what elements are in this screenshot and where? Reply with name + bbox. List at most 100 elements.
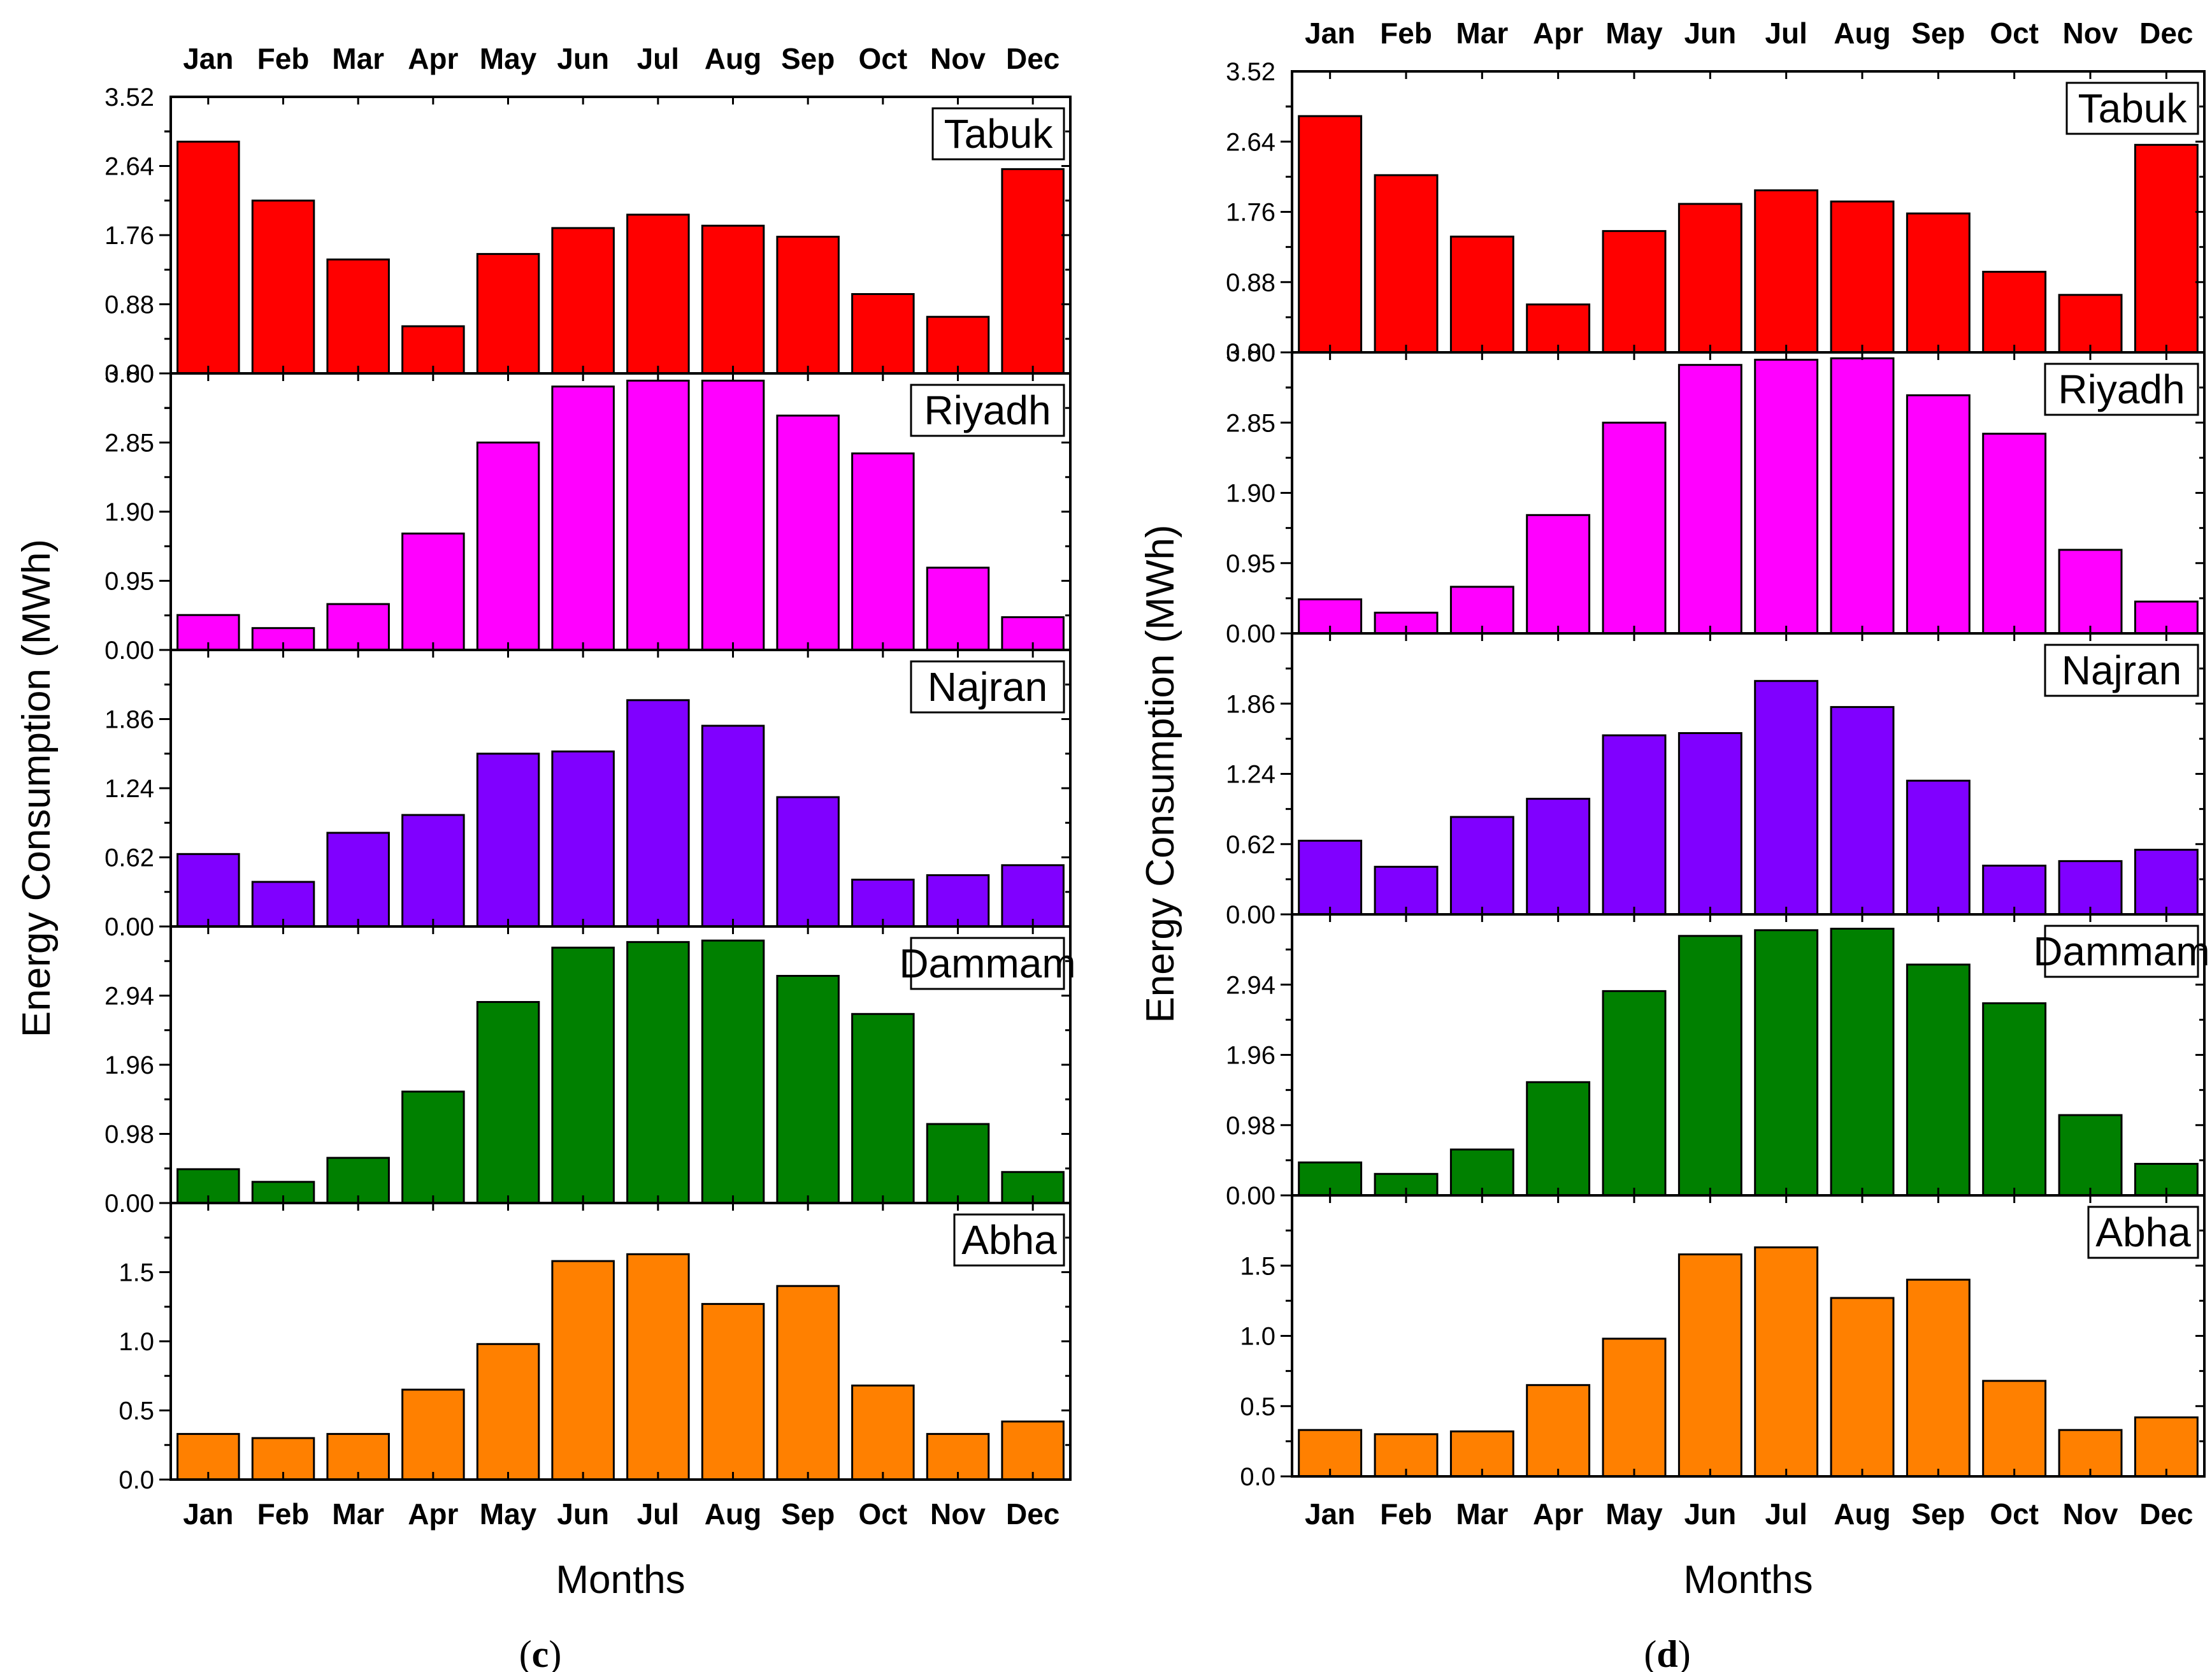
- bar-riyadh-jul: [626, 379, 690, 651]
- y-tick-label: 1.0: [1240, 1323, 1275, 1351]
- bar-dammam-aug: [1830, 928, 1895, 1197]
- bar-riyadh-apr: [1526, 514, 1591, 635]
- bar-tabuk-sep: [776, 236, 840, 375]
- y-axis-title: Energy Consumption (MWh): [15, 539, 59, 1037]
- bar-abha-jun: [1677, 1253, 1742, 1478]
- month-label-bottom: Feb: [1380, 1497, 1432, 1531]
- y-tick-label: 1.90: [104, 498, 154, 526]
- caption-letter: c: [532, 1633, 549, 1672]
- bar-dammam-jun: [1677, 935, 1742, 1197]
- month-label-bottom: Nov: [930, 1497, 986, 1531]
- city-label: Tabuk: [944, 111, 1054, 157]
- bar-riyadh-aug: [701, 379, 765, 651]
- y-tick-label: 2.85: [104, 429, 154, 458]
- bar-tabuk-feb: [1374, 174, 1439, 354]
- month-label-top: Apr: [408, 42, 458, 75]
- y-tick-label: 0.00: [104, 637, 154, 665]
- bar-najran-sep: [1906, 779, 1971, 916]
- month-label-bottom: Oct: [858, 1497, 907, 1531]
- bar-dammam-apr: [401, 1090, 465, 1204]
- panel-abha: 0.0 0.5 1.0 1.5 Abha: [1240, 1194, 2206, 1491]
- y-tick-label: 0.95: [1226, 550, 1275, 578]
- month-label-top: Sep: [781, 42, 835, 75]
- month-label-top: Feb: [1380, 17, 1432, 50]
- bar-najran-feb: [251, 881, 315, 928]
- bar-najran-mar: [326, 832, 390, 928]
- bar-dammam-sep: [1906, 963, 1971, 1197]
- month-label-bottom: Jul: [1765, 1497, 1807, 1531]
- y-tick-label: 0.00: [104, 360, 154, 388]
- y-tick-label: 2.94: [1226, 971, 1275, 999]
- month-label-bottom: Apr: [1533, 1497, 1583, 1531]
- month-label-bottom: Jul: [637, 1497, 679, 1531]
- panel-najran: 0.00 0.62 1.24 1.86 Najran: [104, 649, 1072, 941]
- y-tick-label: 2.94: [104, 983, 154, 1011]
- bar-tabuk-dec: [1001, 168, 1065, 375]
- month-label-top: Feb: [257, 42, 310, 75]
- y-tick-label: 0.0: [1240, 1463, 1275, 1491]
- city-label: Riyadh: [2058, 366, 2185, 412]
- bar-abha-oct: [851, 1384, 915, 1481]
- month-label-top: Jan: [1305, 17, 1355, 50]
- bar-riyadh-may: [476, 442, 540, 651]
- month-label-bottom: Jan: [183, 1497, 233, 1531]
- y-tick-label: 2.64: [1226, 128, 1275, 156]
- bar-najran-apr: [401, 814, 465, 928]
- bar-dammam-may: [476, 1001, 540, 1204]
- month-label-top: Apr: [1533, 17, 1583, 50]
- bar-tabuk-aug: [701, 224, 765, 375]
- bar-najran-apr: [1526, 798, 1591, 916]
- bar-riyadh-jun: [551, 386, 615, 651]
- bar-riyadh-nov: [2058, 549, 2123, 635]
- bar-tabuk-nov: [926, 315, 990, 375]
- y-tick-label: 0.98: [1226, 1112, 1275, 1140]
- city-label-box: [2044, 644, 2199, 697]
- x-axis-title: Months: [556, 1558, 685, 1602]
- bar-dammam-jul: [626, 940, 690, 1204]
- bar-dammam-may: [1602, 990, 1667, 1197]
- y-tick-label: 1.5: [118, 1259, 154, 1287]
- y-tick-label-top: 3.52: [104, 83, 154, 112]
- bar-abha-nov: [2058, 1429, 2123, 1478]
- y-tick-label: 0.62: [1226, 831, 1275, 859]
- bar-najran-oct: [851, 879, 915, 928]
- y-tick-label: 1.24: [104, 775, 154, 803]
- y-tick-label: 0.5: [118, 1397, 154, 1425]
- y-tick-label: 0.88: [104, 291, 154, 319]
- panel-dammam: 0.00 0.98 1.96 2.94 Dammam: [104, 925, 1076, 1218]
- bar-najran-sep: [776, 796, 840, 928]
- panel-abha: 0.0 0.5 1.0 1.5 Abha: [118, 1202, 1072, 1494]
- bar-dammam-sep: [776, 975, 840, 1204]
- bar-tabuk-oct: [1982, 271, 2047, 354]
- bar-dammam-nov: [926, 1123, 990, 1204]
- city-label-box: [2044, 363, 2199, 416]
- y-tick-label: 1.0: [118, 1328, 154, 1356]
- month-label-bottom: Dec: [2139, 1497, 2193, 1531]
- bar-najran-jun: [551, 750, 615, 928]
- y-tick-label: 1.24: [1226, 761, 1275, 789]
- bar-riyadh-nov: [926, 566, 990, 651]
- bar-abha-oct: [1982, 1380, 2047, 1478]
- caption-open: (: [519, 1633, 532, 1672]
- bar-riyadh-sep: [1906, 394, 1971, 635]
- month-label-top: May: [480, 42, 537, 75]
- y-tick-label: 0.98: [104, 1121, 154, 1149]
- y-tick-label: 0.88: [1226, 269, 1275, 297]
- bar-tabuk-feb: [251, 199, 315, 375]
- y-tick-label: 0.95: [104, 568, 154, 596]
- y-tick-label: 0.00: [104, 913, 154, 941]
- chart-caption: (c): [519, 1633, 562, 1672]
- month-label-top: Oct: [858, 42, 907, 75]
- bar-dammam-apr: [1526, 1081, 1591, 1197]
- bar-abha-dec: [1001, 1420, 1065, 1481]
- caption-close: ): [549, 1633, 561, 1672]
- bar-najran-jan: [176, 853, 240, 928]
- y-tick-label-top: 3.80: [104, 360, 154, 388]
- y-tick-label: 1.96: [1226, 1042, 1275, 1070]
- panel-dammam: 0.00 0.98 1.96 2.94 Dammam: [1226, 913, 2210, 1210]
- bar-tabuk-nov: [2058, 294, 2123, 354]
- bar-najran-nov: [2058, 860, 2123, 916]
- bar-riyadh-jul: [1754, 359, 1819, 635]
- panel-riyadh: 0.00 0.95 1.90 2.85 3.80 Riyadh: [1226, 339, 2206, 648]
- caption-letter: d: [1656, 1633, 1677, 1672]
